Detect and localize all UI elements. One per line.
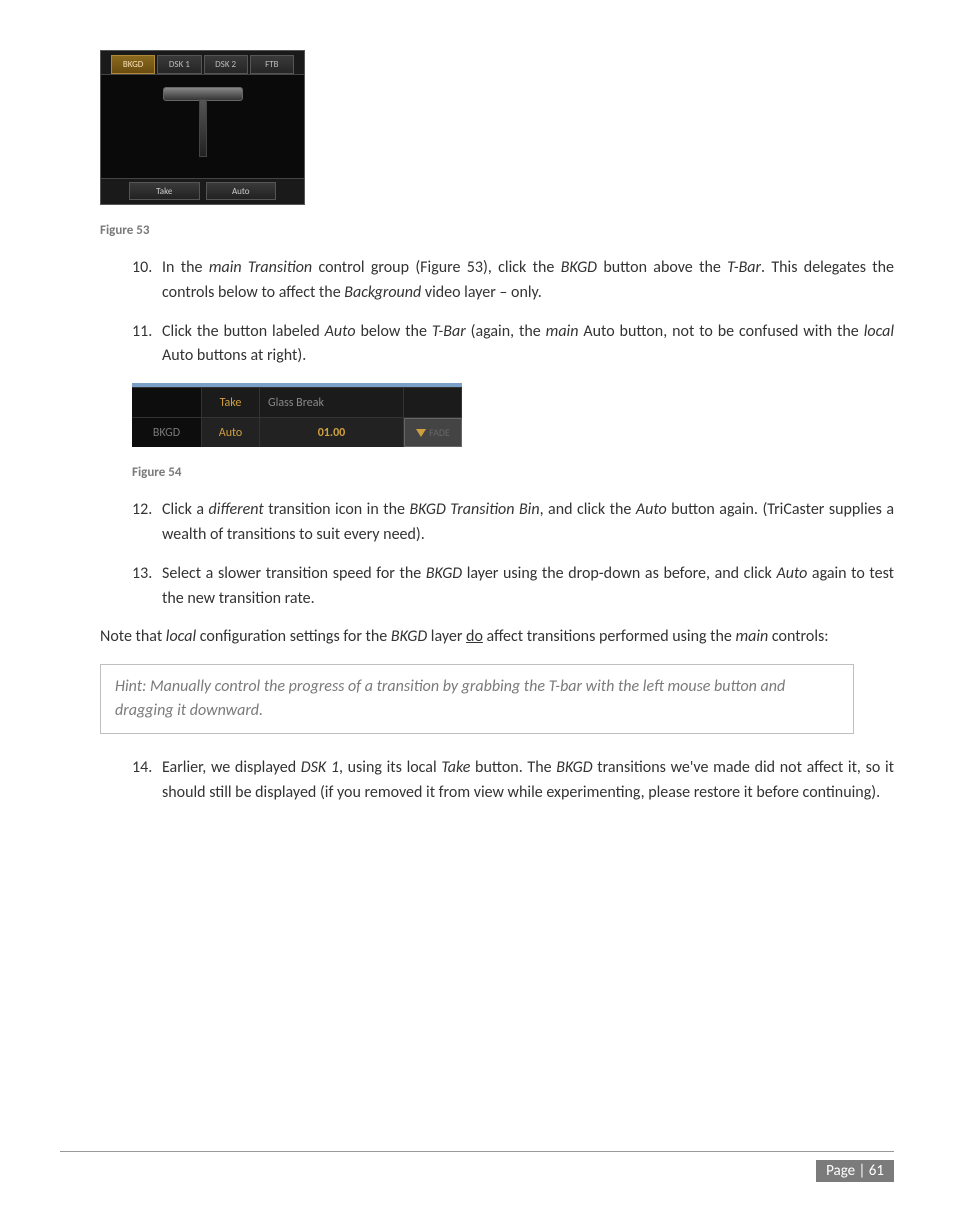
tab-ftb[interactable]: FTB (250, 55, 294, 74)
list-body: In the main Transition control group (Fi… (162, 256, 894, 306)
text: BKGD (556, 758, 592, 777)
figure-54-caption: Figure 54 (132, 465, 894, 480)
note-paragraph: Note that local configuration settings f… (100, 625, 854, 650)
bkgd-label: BKGD (132, 418, 202, 447)
text: T-Bar (727, 258, 761, 277)
bkgd-transition-panel: Take Glass Break BKGD Auto 01.00 FADE (132, 383, 462, 447)
chevron-down-icon (416, 429, 426, 437)
text: BKGD (391, 627, 427, 646)
text: control group (Figure 53), click the (312, 258, 561, 277)
fade-dropdown[interactable]: FADE (404, 418, 462, 447)
list-num: 14. (132, 756, 162, 806)
tbar-tab-row: BKGD DSK 1 DSK 2 FTB (101, 51, 304, 75)
tab-dsk2[interactable]: DSK 2 (204, 55, 248, 74)
list-num: 11. (132, 320, 162, 370)
text: layer using the drop-down as before, and… (462, 564, 776, 583)
text: main (735, 627, 768, 646)
fade-label: FADE (429, 426, 450, 439)
text: , and click the (540, 500, 636, 519)
text: T-Bar (432, 322, 466, 341)
transition-name-cell[interactable]: Glass Break (260, 388, 404, 417)
transition-time-cell[interactable]: 01.00 (260, 418, 404, 447)
text: (again, the (466, 322, 546, 341)
text: layer (427, 627, 466, 646)
text: Click a (162, 500, 209, 519)
text: Click the button labeled (162, 322, 325, 341)
text: below the (356, 322, 432, 341)
transition-tbar-panel: BKGD DSK 1 DSK 2 FTB Take Auto (100, 50, 305, 205)
text: Auto (776, 564, 807, 583)
text: Note that (100, 627, 166, 646)
text: BKGD Transition Bin (409, 500, 539, 519)
list-body: Select a slower transition speed for the… (162, 562, 894, 612)
take-cell[interactable]: Take (202, 388, 260, 417)
list-num: 10. (132, 256, 162, 306)
text: Background (344, 283, 421, 302)
text: Select a slower transition speed for the (162, 564, 426, 583)
text: Earlier, we displayed (162, 758, 301, 777)
empty-cell (132, 388, 202, 417)
tbar-stem[interactable] (199, 99, 207, 157)
text: video layer – only. (421, 283, 542, 302)
list-num: 12. (132, 498, 162, 548)
text: transition icon in the (264, 500, 410, 519)
empty-cell (404, 388, 462, 417)
text: Auto (325, 322, 356, 341)
list-body: Click a different transition icon in the… (162, 498, 894, 548)
text: main Transition (209, 258, 312, 277)
text: local (166, 627, 196, 646)
page-number: Page | 61 (816, 1160, 894, 1182)
list-item-10: 10. In the main Transition control group… (132, 256, 894, 306)
text: BKGD (426, 564, 462, 583)
text: do (466, 627, 483, 646)
list-body: Click the button labeled Auto below the … (162, 320, 894, 370)
hint-callout: Hint: Manually control the progress of a… (100, 664, 854, 734)
text: button above the (597, 258, 727, 277)
bkgd-row-2: BKGD Auto 01.00 FADE (132, 417, 462, 447)
text: , using its local (339, 758, 441, 777)
auto-cell[interactable]: Auto (202, 418, 260, 447)
list-body: Earlier, we displayed DSK 1, using its l… (162, 756, 894, 806)
tab-bkgd[interactable]: BKGD (111, 55, 155, 74)
text: different (209, 500, 264, 519)
content-body: 10. In the main Transition control group… (60, 256, 894, 806)
text: main (546, 322, 579, 341)
text: controls: (768, 627, 828, 646)
text: Auto buttons at right). (162, 346, 306, 365)
figure-53-caption: Figure 53 (100, 223, 894, 238)
text: configuration settings for the (196, 627, 391, 646)
list-num: 13. (132, 562, 162, 612)
list-item-11: 11. Click the button labeled Auto below … (132, 320, 894, 370)
text: DSK 1 (301, 758, 339, 777)
tbar-body (101, 75, 304, 178)
list-item-14: 14. Earlier, we displayed DSK 1, using i… (132, 756, 894, 806)
text: Auto (636, 500, 667, 519)
text: Take (441, 758, 470, 777)
text: In the (162, 258, 209, 277)
take-button[interactable]: Take (129, 182, 200, 200)
list-item-12: 12. Click a different transition icon in… (132, 498, 894, 548)
text: affect transitions performed using the (483, 627, 736, 646)
text: local (864, 322, 894, 341)
page-footer: Page | 61 (60, 1151, 894, 1182)
tab-dsk1[interactable]: DSK 1 (157, 55, 201, 74)
text: button. The (470, 758, 556, 777)
list-item-13: 13. Select a slower transition speed for… (132, 562, 894, 612)
text: Auto button, not to be confused with the (578, 322, 863, 341)
tbar-footer: Take Auto (101, 178, 304, 204)
auto-button[interactable]: Auto (206, 182, 277, 200)
bkgd-row-1: Take Glass Break (132, 387, 462, 417)
text: BKGD (561, 258, 597, 277)
